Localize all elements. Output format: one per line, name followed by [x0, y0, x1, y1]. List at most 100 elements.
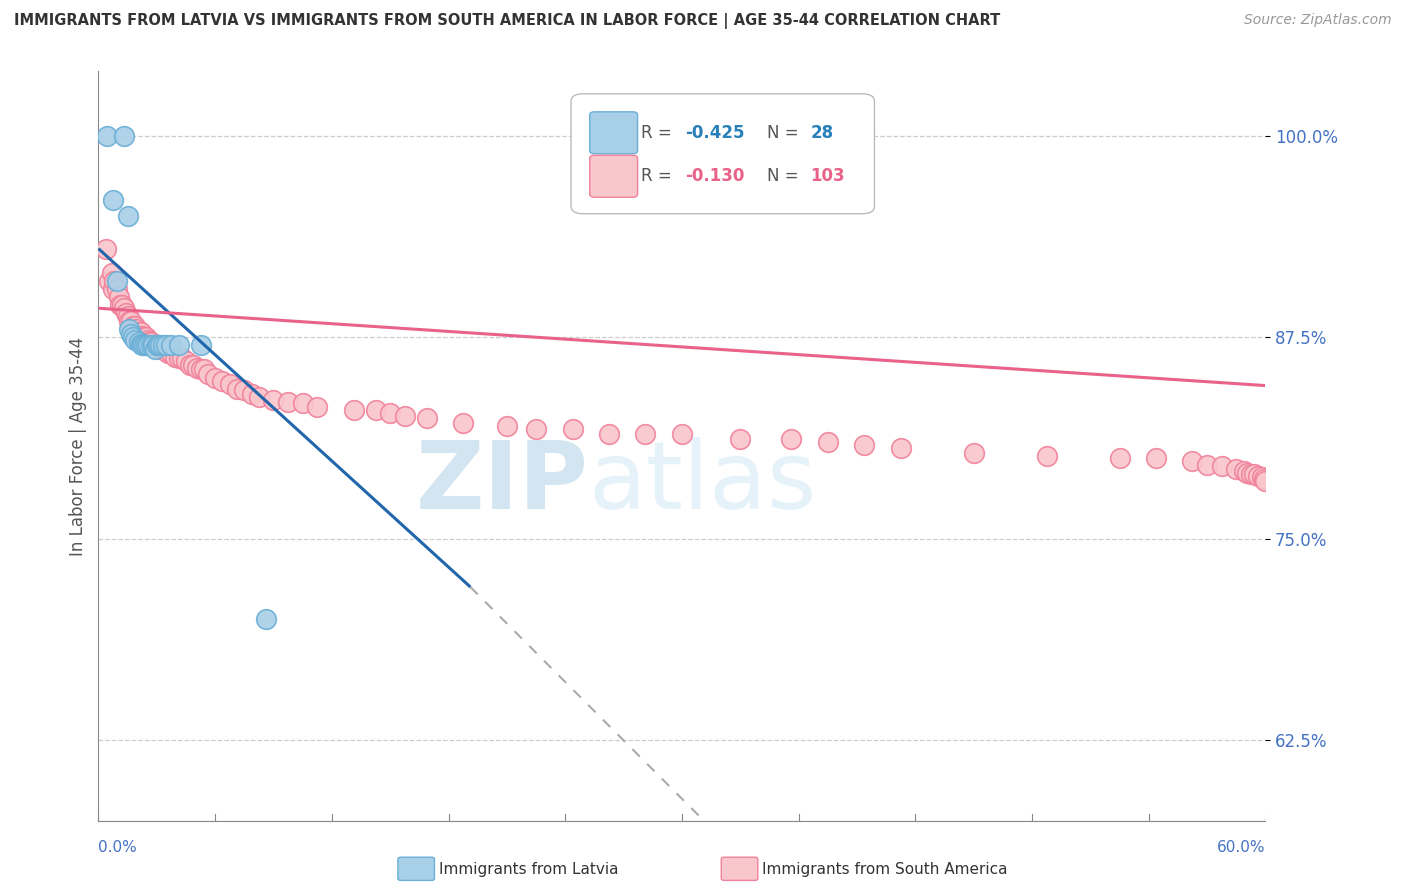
Point [142, 338, 165, 352]
Point [105, 282, 128, 296]
Point [124, 334, 146, 348]
Point [125, 322, 148, 336]
Point [172, 351, 194, 366]
Point [117, 310, 139, 324]
Y-axis label: In Labor Force | Age 35-44: In Labor Force | Age 35-44 [69, 336, 87, 556]
Point [1035, 450, 1057, 464]
Point [136, 338, 159, 352]
Point [524, 422, 547, 436]
Text: atlas: atlas [589, 437, 817, 530]
Point [394, 409, 416, 424]
Point [179, 358, 201, 372]
Point [115, 306, 138, 320]
Point [1236, 466, 1258, 480]
Point [100, 266, 122, 280]
Point [120, 314, 142, 328]
Point [1243, 467, 1265, 482]
Point [128, 334, 150, 349]
Point [1254, 474, 1277, 488]
Point [143, 338, 166, 352]
Point [1197, 458, 1219, 472]
Point [277, 394, 299, 409]
Text: -0.130: -0.130 [685, 168, 745, 186]
Point [152, 338, 174, 352]
Text: ZIP: ZIP [416, 437, 589, 530]
Point [307, 400, 329, 414]
Point [226, 382, 249, 396]
Point [1181, 454, 1204, 468]
Point [143, 342, 166, 356]
Point [112, 128, 135, 143]
Point [129, 336, 152, 351]
Point [262, 393, 284, 408]
Point [146, 338, 169, 352]
Point [247, 390, 270, 404]
Text: R =: R = [641, 124, 672, 142]
Point [167, 351, 190, 366]
Point [98, 274, 121, 288]
FancyBboxPatch shape [589, 112, 637, 153]
Point [890, 442, 912, 456]
Point [730, 432, 752, 446]
Point [451, 416, 474, 430]
Point [128, 326, 150, 340]
Point [1144, 451, 1167, 466]
Point [817, 434, 839, 449]
Point [962, 446, 984, 460]
Point [122, 330, 145, 344]
Point [94, 242, 117, 256]
Point [561, 422, 583, 436]
Point [136, 334, 159, 348]
Text: IMMIGRANTS FROM LATVIA VS IMMIGRANTS FROM SOUTH AMERICA IN LABOR FORCE | AGE 35-: IMMIGRANTS FROM LATVIA VS IMMIGRANTS FRO… [14, 13, 1000, 29]
Point [190, 338, 212, 352]
FancyBboxPatch shape [589, 155, 637, 197]
Text: R =: R = [641, 168, 672, 186]
Point [132, 338, 155, 352]
Point [1250, 470, 1272, 484]
Point [160, 338, 183, 352]
Point [1211, 459, 1233, 474]
Point [218, 376, 240, 391]
Point [634, 426, 657, 441]
Point [204, 370, 226, 384]
Point [131, 328, 153, 343]
Point [135, 338, 157, 352]
Point [364, 402, 387, 417]
Point [273, 846, 295, 860]
Point [156, 346, 179, 360]
Point [190, 362, 212, 376]
Point [233, 384, 256, 398]
Point [149, 342, 172, 356]
Point [131, 338, 153, 352]
Text: -0.425: -0.425 [685, 124, 745, 142]
Point [163, 350, 186, 364]
Point [117, 210, 139, 224]
Point [96, 128, 118, 143]
Text: 28: 28 [810, 124, 834, 142]
Text: Immigrants from South America: Immigrants from South America [762, 863, 1008, 877]
Text: N =: N = [768, 168, 799, 186]
Point [112, 301, 135, 316]
Point [160, 346, 183, 360]
Point [149, 338, 172, 352]
Point [103, 274, 125, 288]
Point [118, 322, 141, 336]
Point [122, 318, 145, 333]
Point [108, 290, 131, 304]
Point [146, 338, 169, 352]
Point [132, 330, 155, 344]
Point [291, 396, 314, 410]
Point [174, 354, 197, 368]
Point [1225, 462, 1247, 476]
Text: Immigrants from Latvia: Immigrants from Latvia [439, 863, 619, 877]
Point [101, 194, 124, 208]
Point [1247, 468, 1270, 483]
Point [240, 386, 263, 401]
Point [853, 438, 876, 452]
Point [343, 402, 366, 417]
Point [211, 374, 233, 388]
Point [155, 338, 177, 352]
Point [496, 418, 519, 433]
Text: Source: ZipAtlas.com: Source: ZipAtlas.com [1244, 13, 1392, 28]
Point [598, 426, 620, 441]
